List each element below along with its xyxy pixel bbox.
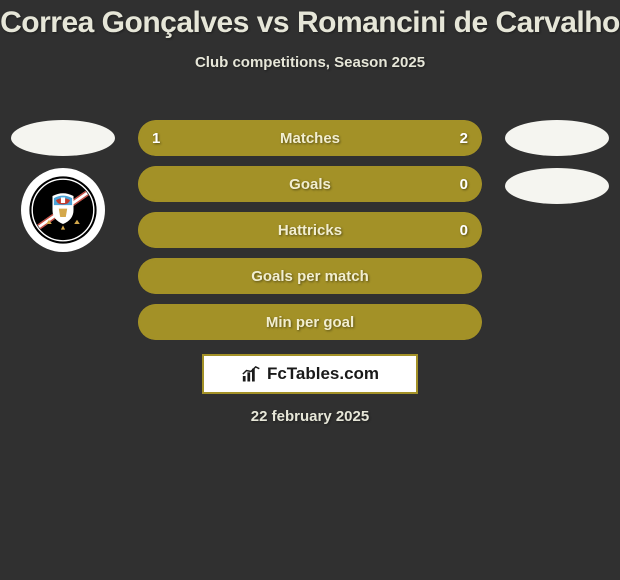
stat-value-right: 0	[460, 222, 468, 239]
date-text: 22 february 2025	[0, 408, 620, 425]
vasco-badge-icon	[28, 175, 98, 245]
right-player-column	[502, 120, 612, 216]
chart-icon	[241, 365, 263, 383]
stat-label: Hattricks	[278, 222, 342, 239]
club-photo-placeholder	[505, 168, 609, 204]
stat-label: Goals	[289, 176, 331, 193]
player-photo-placeholder	[11, 120, 115, 156]
stat-row: Goals 0	[138, 166, 482, 202]
left-player-column	[8, 120, 118, 252]
stat-value-right: 0	[460, 176, 468, 193]
club-badge-left	[21, 168, 105, 252]
stat-row: Matches 1 2	[138, 120, 482, 156]
stat-label: Matches	[280, 130, 340, 147]
page-title: Correa Gonçalves vs Romancini de Carvalh…	[0, 0, 620, 40]
player-photo-placeholder	[505, 120, 609, 156]
brand-box: FcTables.com	[202, 354, 418, 394]
brand-text: FcTables.com	[267, 364, 379, 384]
stat-value-right: 2	[460, 130, 468, 147]
stat-row: Min per goal	[138, 304, 482, 340]
stat-label: Min per goal	[266, 314, 354, 331]
stat-row: Hattricks 0	[138, 212, 482, 248]
stat-label: Goals per match	[251, 268, 369, 285]
stat-row: Goals per match	[138, 258, 482, 294]
stat-value-left: 1	[152, 130, 160, 147]
comparison-card: Correa Gonçalves vs Romancini de Carvalh…	[0, 0, 620, 580]
stats-list: Matches 1 2 Goals 0 Hattricks 0 Goals per match…	[138, 120, 482, 350]
subtitle: Club competitions, Season 2025	[0, 54, 620, 71]
